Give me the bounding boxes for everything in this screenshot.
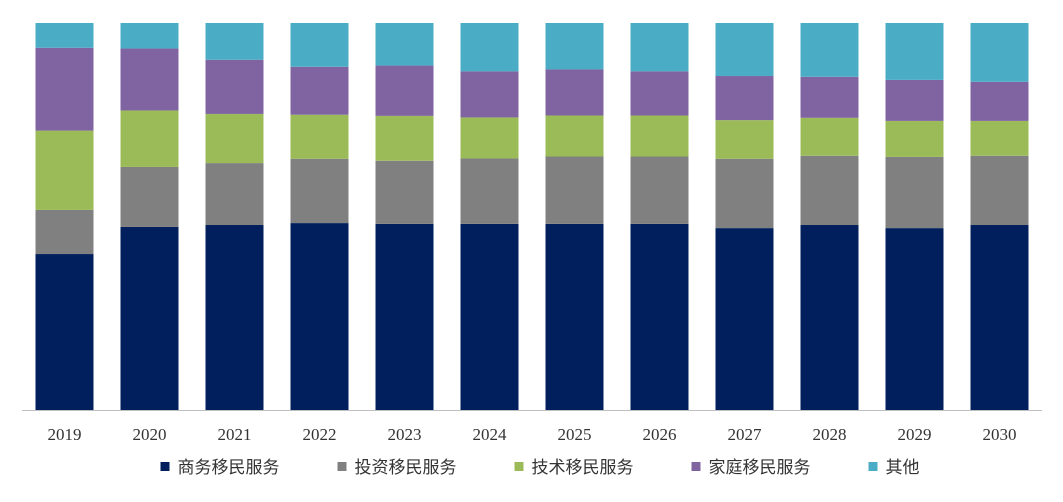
bar-segment-2025-2 [545, 115, 604, 157]
bar-segment-2030-1 [970, 155, 1029, 226]
bar-segment-2021-3 [205, 59, 264, 114]
bar-segment-2024-4 [460, 23, 519, 72]
bar-segment-2022-0 [290, 223, 349, 410]
bar-segment-2020-0 [120, 226, 179, 410]
bar-segment-2023-4 [375, 23, 434, 66]
legend-label-3: 家庭移民服务 [709, 458, 811, 478]
x-tick-label-2023: 2023 [388, 425, 422, 444]
bar-segment-2024-1 [460, 158, 519, 224]
x-tick-label-2028: 2028 [813, 425, 847, 444]
x-tick-labels: 2019 2020 2021 2022 2023 2024 2025 2026 2027 2028… [48, 425, 1017, 444]
bar-segment-2025-1 [545, 156, 604, 224]
bar-segment-2023-1 [375, 160, 434, 224]
bar-segment-2020-4 [120, 23, 179, 49]
bar-segment-2019-0 [35, 254, 94, 410]
bar-segment-2022-1 [290, 158, 349, 224]
bar-segment-2026-1 [630, 156, 689, 224]
x-tick-label-2026: 2026 [643, 425, 677, 444]
bars-group [35, 23, 1029, 410]
x-tick-label-2024: 2024 [473, 425, 508, 444]
bar-segment-2029-3 [885, 79, 944, 121]
x-tick-label-2025: 2025 [558, 425, 592, 444]
bar-segment-2028-1 [800, 155, 859, 226]
legend-label-1: 投资移民服务 [355, 458, 457, 478]
legend-label-4: 其他 [886, 458, 920, 478]
bar-segment-2019-1 [35, 209, 94, 255]
x-tick-label-2030: 2030 [983, 425, 1017, 444]
bar-segment-2022-3 [290, 66, 349, 115]
bar-segment-2027-3 [715, 76, 774, 121]
bar-segment-2022-2 [290, 114, 349, 159]
bar-segment-2030-2 [970, 120, 1029, 156]
legend-swatch-0 [160, 462, 170, 471]
legend-label-0: 商务移民服务 [178, 458, 280, 478]
bar-segment-2029-1 [885, 156, 944, 229]
legend-label-2: 技术移民服务 [532, 458, 634, 478]
x-tick-label-2020: 2020 [133, 425, 167, 444]
legend-swatch-3 [691, 462, 701, 471]
bar-segment-2020-1 [120, 166, 179, 227]
bar-segment-2029-2 [885, 120, 944, 157]
bar-segment-2026-2 [630, 115, 689, 157]
bar-segment-2025-0 [545, 223, 604, 410]
bar-segment-2030-4 [970, 23, 1029, 82]
bar-segment-2019-4 [35, 23, 94, 48]
bar-segment-2021-4 [205, 23, 264, 60]
bar-segment-2020-3 [120, 48, 179, 111]
bar-segment-2020-2 [120, 110, 179, 167]
bar-segment-2027-0 [715, 228, 774, 410]
bar-segment-2027-1 [715, 158, 774, 229]
bar-segment-2023-0 [375, 223, 434, 410]
legend-swatch-4 [868, 462, 878, 471]
bar-segment-2022-4 [290, 23, 349, 67]
bar-segment-2025-3 [545, 69, 604, 116]
bar-segment-2023-2 [375, 115, 434, 161]
bar-segment-2030-0 [970, 225, 1029, 410]
bar-segment-2028-4 [800, 23, 859, 77]
bar-segment-2021-1 [205, 163, 264, 226]
bar-segment-2023-3 [375, 65, 434, 116]
bar-segment-2028-3 [800, 76, 859, 118]
bar-segment-2019-2 [35, 130, 94, 210]
bar-segment-2021-0 [205, 225, 264, 410]
bar-segment-2024-0 [460, 223, 519, 410]
x-tick-label-2022: 2022 [303, 425, 337, 444]
bar-segment-2027-4 [715, 23, 774, 77]
bar-segment-2029-4 [885, 23, 944, 80]
bar-segment-2024-3 [460, 71, 519, 118]
bar-segment-2021-2 [205, 113, 264, 164]
legend-swatch-2 [514, 462, 524, 471]
bar-segment-2029-0 [885, 228, 944, 410]
legend: 商务移民服务 投资移民服务 技术移民服务 家庭移民服务 其他 [160, 458, 920, 478]
x-tick-label-2029: 2029 [898, 425, 932, 444]
x-tick-label-2027: 2027 [728, 425, 763, 444]
bar-segment-2030-3 [970, 81, 1029, 121]
bar-segment-2024-2 [460, 117, 519, 159]
bar-segment-2028-0 [800, 225, 859, 410]
bar-segment-2026-0 [630, 223, 689, 410]
bar-segment-2026-3 [630, 71, 689, 116]
legend-swatch-1 [337, 462, 347, 471]
bar-segment-2026-4 [630, 23, 689, 72]
bar-segment-2019-3 [35, 47, 94, 131]
bar-segment-2025-4 [545, 23, 604, 70]
x-tick-label-2019: 2019 [48, 425, 82, 444]
x-tick-label-2021: 2021 [218, 425, 252, 444]
bar-segment-2028-2 [800, 117, 859, 156]
bar-segment-2027-2 [715, 120, 774, 159]
